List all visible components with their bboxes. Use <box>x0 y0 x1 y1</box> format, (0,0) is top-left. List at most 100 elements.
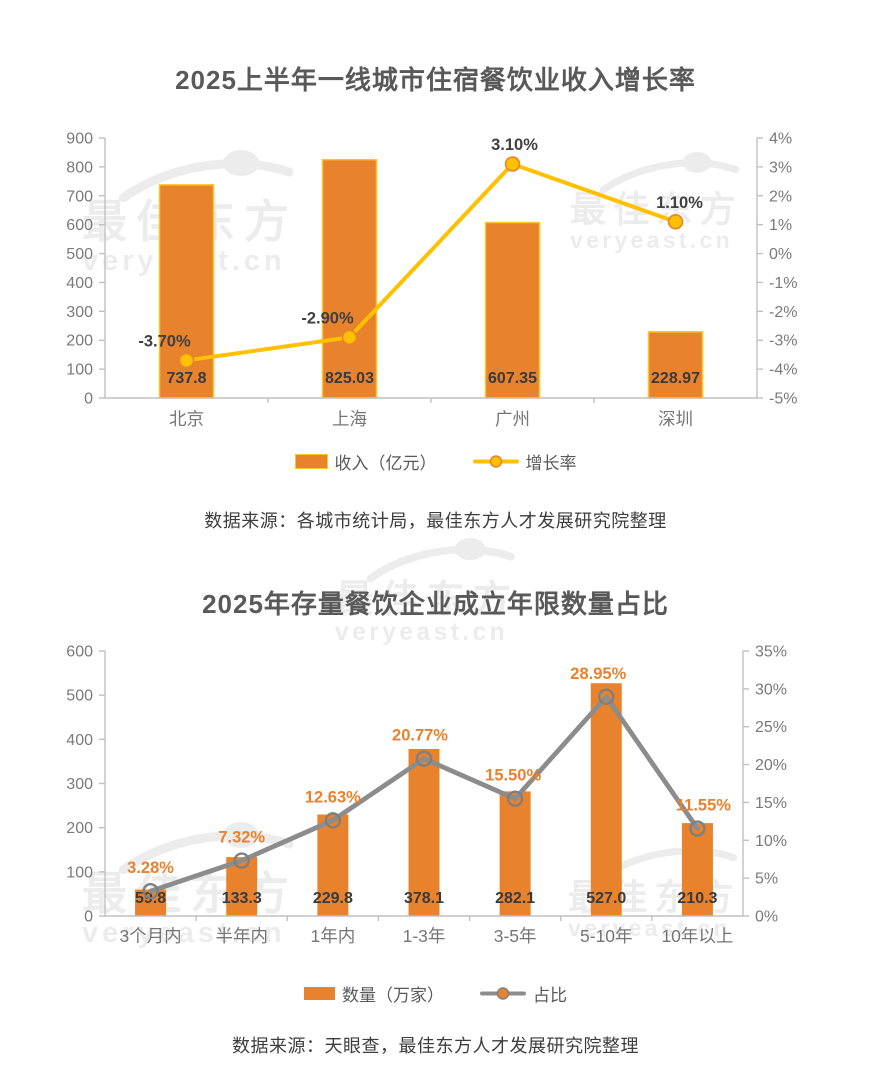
svg-text:378.1: 378.1 <box>404 890 444 907</box>
svg-text:-2%: -2% <box>769 304 797 321</box>
chart1-source: 数据来源：各城市统计局，最佳东方人才发展研究院整理 <box>204 511 667 531</box>
enterprise-age-legend: 数量（万家） 占比 <box>0 981 871 1006</box>
bar-上海 <box>321 158 378 399</box>
line-group <box>142 688 706 900</box>
svg-text:1%: 1% <box>769 217 792 234</box>
svg-text:600: 600 <box>66 217 93 234</box>
marker-1年内 <box>324 812 342 829</box>
bar-广州 <box>484 221 541 399</box>
svg-text:28.95%: 28.95% <box>570 665 626 683</box>
marker-广州 <box>504 156 521 172</box>
svg-text:广州: 广州 <box>495 409 530 429</box>
revenue-growth-chart-title: 2025上半年一线城市住宿餐饮业收入增长率 <box>175 65 696 95</box>
svg-text:282.1: 282.1 <box>495 890 535 907</box>
svg-text:15.50%: 15.50% <box>485 767 541 785</box>
bar-5-10年 <box>590 683 622 916</box>
bars-group <box>158 158 704 399</box>
svg-text:300: 300 <box>66 304 93 321</box>
svg-text:15%: 15% <box>755 795 787 812</box>
svg-text:12.63%: 12.63% <box>305 788 361 806</box>
svg-text:500: 500 <box>66 246 93 263</box>
svg-text:4%: 4% <box>769 131 792 148</box>
legend-item-quantity: 数量（万家） <box>304 981 444 1006</box>
marker-半年内 <box>233 852 250 869</box>
svg-text:200: 200 <box>66 333 93 350</box>
svg-text:5%: 5% <box>755 871 778 888</box>
svg-text:1.10%: 1.10% <box>656 194 703 212</box>
svg-text:210.3: 210.3 <box>677 890 717 907</box>
svg-text:200: 200 <box>66 820 93 837</box>
legend-item-revenue: 收入（亿元） <box>294 449 437 474</box>
axes-group: 0 100 200 300 400 500 600 0% 5% 10% 15% 20% 25% 30% 35… <box>66 644 787 947</box>
svg-text:-2.90%: -2.90% <box>301 309 354 327</box>
bar-value-labels: 737.8 825.03 607.35 228.97 <box>166 370 700 387</box>
bar-深圳 <box>647 331 704 399</box>
axes-group: 0 100 200 300 400 500 600 700 800 900 -5% -4% -3% -2%… <box>66 131 797 430</box>
svg-text:900: 900 <box>66 131 93 148</box>
marker-10年以上 <box>689 820 706 837</box>
bird-swoosh-icon <box>366 538 515 583</box>
svg-text:0: 0 <box>84 391 93 408</box>
svg-text:300: 300 <box>66 776 93 793</box>
svg-text:737.8: 737.8 <box>166 370 206 387</box>
svg-text:7.32%: 7.32% <box>218 829 265 847</box>
svg-text:527.0: 527.0 <box>586 890 626 907</box>
svg-text:1年内: 1年内 <box>310 926 355 946</box>
chart2-source: 数据来源：天眼查，最佳东方人才发展研究院整理 <box>232 1036 639 1056</box>
svg-text:20%: 20% <box>755 757 787 774</box>
svg-text:800: 800 <box>66 159 93 176</box>
svg-text:607.35: 607.35 <box>488 370 537 387</box>
svg-text:229.8: 229.8 <box>313 890 353 907</box>
line-swatch-icon <box>472 455 519 468</box>
marker-3个月内 <box>142 882 159 900</box>
svg-text:-3%: -3% <box>769 333 797 350</box>
svg-text:深圳: 深圳 <box>658 409 693 429</box>
svg-text:半年内: 半年内 <box>215 926 268 946</box>
bar-swatch-icon <box>294 454 328 469</box>
svg-text:700: 700 <box>66 188 93 205</box>
svg-text:2%: 2% <box>769 188 792 205</box>
svg-text:30%: 30% <box>755 681 787 698</box>
svg-text:-4%: -4% <box>769 362 797 379</box>
enterprise-age-chart-title: 2025年存量餐饮企业成立年限数量占比 <box>202 589 669 619</box>
svg-text:3.10%: 3.10% <box>491 136 538 154</box>
svg-text:0%: 0% <box>755 909 778 926</box>
bar-1-3年 <box>408 749 440 916</box>
svg-text:100: 100 <box>66 864 93 881</box>
bars-group <box>135 683 713 916</box>
legend-label-growth-rate: 增长率 <box>525 454 577 473</box>
legend-item-share: 占比 <box>480 981 567 1006</box>
marker-1-3年 <box>415 750 433 767</box>
legend-label-revenue: 收入（亿元） <box>334 454 437 473</box>
svg-text:100: 100 <box>66 362 93 379</box>
svg-text:-5%: -5% <box>769 391 797 408</box>
svg-text:北京: 北京 <box>169 409 204 429</box>
legend-label-share: 占比 <box>533 986 567 1005</box>
svg-text:0: 0 <box>84 909 93 926</box>
revenue-growth-legend: 收入（亿元） 增长率 <box>0 449 871 474</box>
line-swatch-icon <box>480 987 526 1000</box>
svg-text:3%: 3% <box>769 159 792 176</box>
marker-5-10年 <box>598 688 615 706</box>
svg-text:3-5年: 3-5年 <box>494 926 537 946</box>
svg-text:-1%: -1% <box>769 275 797 292</box>
svg-text:0%: 0% <box>769 246 792 263</box>
bar-1年内 <box>317 814 349 916</box>
bar-3个月内 <box>135 889 167 916</box>
svg-text:20.77%: 20.77% <box>392 727 448 745</box>
bar-value-labels: 59.8 133.3 229.8 378.1 282.1 527.0 210.3 <box>135 890 718 907</box>
point-labels: 3.28% 7.32% 12.63% 20.77% 15.50% 28.95% 11.55% <box>127 665 731 877</box>
svg-text:400: 400 <box>66 275 93 292</box>
svg-text:825.03: 825.03 <box>325 370 374 387</box>
svg-text:35%: 35% <box>755 644 787 661</box>
svg-text:3.28%: 3.28% <box>127 859 174 877</box>
svg-text:1-3年: 1-3年 <box>403 926 446 946</box>
svg-text:10年以上: 10年以上 <box>661 926 733 946</box>
svg-text:11.55%: 11.55% <box>676 797 731 815</box>
svg-text:228.97: 228.97 <box>651 370 700 387</box>
svg-text:25%: 25% <box>755 719 787 736</box>
legend-label-quantity: 数量（万家） <box>342 986 444 1005</box>
line-group <box>178 156 684 369</box>
marker-3-5年 <box>506 790 524 807</box>
svg-text:133.3: 133.3 <box>222 890 262 907</box>
